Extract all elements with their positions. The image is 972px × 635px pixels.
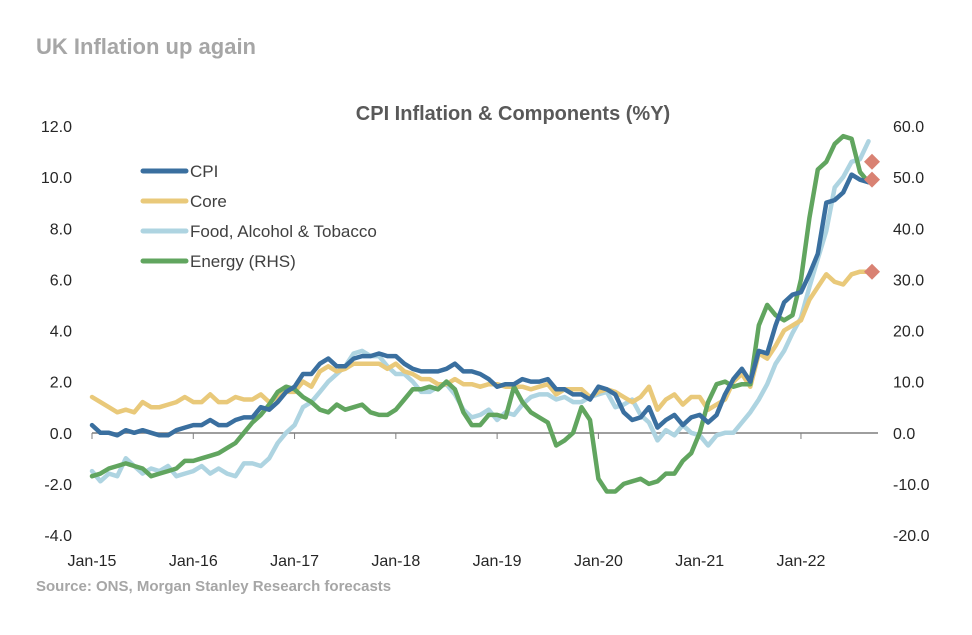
legend-label: Food, Alcohol & Tobacco — [190, 222, 377, 241]
forecast-markers — [864, 153, 880, 280]
x-tick-label: Jan-17 — [270, 553, 319, 570]
series-line-cpi — [89, 172, 871, 438]
left-tick-label: 2.0 — [50, 375, 72, 392]
right-tick-label: 40.0 — [893, 221, 924, 238]
x-tick-label: Jan-19 — [473, 553, 522, 570]
legend: CPI Core Food, Alcohol & Tobacco Energy (RH… — [140, 162, 377, 271]
series-line-food-alcohol-tobacco — [89, 139, 871, 484]
left-tick-label: -2.0 — [44, 477, 72, 494]
forecast-marker-cpi — [864, 171, 880, 188]
left-tick-label: 10.0 — [41, 170, 72, 187]
left-tick-label: 0.0 — [50, 426, 72, 443]
x-tick-label: Jan-20 — [574, 553, 623, 570]
left-axis-ticks: 12.0 10.0 8.0 6.0 4.0 2.0 0.0 -2.0 -4.0 — [41, 119, 72, 545]
right-axis-ticks: 60.0 50.0 40.0 30.0 20.0 10.0 0.0 -10.0 -20.0 — [893, 119, 930, 545]
left-tick-label: 4.0 — [50, 324, 72, 341]
right-tick-label: -20.0 — [893, 528, 930, 545]
right-tick-label: 60.0 — [893, 119, 924, 136]
legend-label: Core — [190, 192, 227, 211]
series-line-energy-rhs — [89, 133, 871, 494]
series-lines — [89, 133, 871, 494]
legend-label: CPI — [190, 162, 218, 181]
forecast-marker-energy-rhs — [864, 153, 880, 170]
right-tick-label: -10.0 — [893, 477, 930, 494]
x-tick-label: Jan-15 — [68, 553, 117, 570]
left-tick-label: -4.0 — [44, 528, 72, 545]
right-tick-label: 0.0 — [893, 426, 915, 443]
slide-title: UK Inflation up again — [36, 34, 256, 59]
right-tick-label: 10.0 — [893, 375, 924, 392]
x-tick-label: Jan-21 — [675, 553, 724, 570]
right-tick-label: 50.0 — [893, 170, 924, 187]
chart-title: CPI Inflation & Components (%Y) — [356, 103, 670, 125]
right-tick-label: 20.0 — [893, 324, 924, 341]
forecast-marker-core — [864, 263, 880, 280]
series-line-core — [89, 269, 871, 415]
x-tick-label: Jan-16 — [169, 553, 218, 570]
x-axis-ticks: Jan-15 Jan-16 Jan-17 Jan-18 Jan-19 Jan-20 Jan-… — [68, 553, 826, 570]
source-note: Source: ONS, Morgan Stanley Research for… — [36, 578, 392, 595]
legend-label: Energy (RHS) — [190, 252, 296, 271]
right-tick-label: 30.0 — [893, 272, 924, 289]
left-tick-label: 12.0 — [41, 119, 72, 136]
x-tick-label: Jan-22 — [776, 553, 825, 570]
left-tick-label: 6.0 — [50, 272, 72, 289]
left-tick-label: 8.0 — [50, 221, 72, 238]
x-tick-label: Jan-18 — [371, 553, 420, 570]
